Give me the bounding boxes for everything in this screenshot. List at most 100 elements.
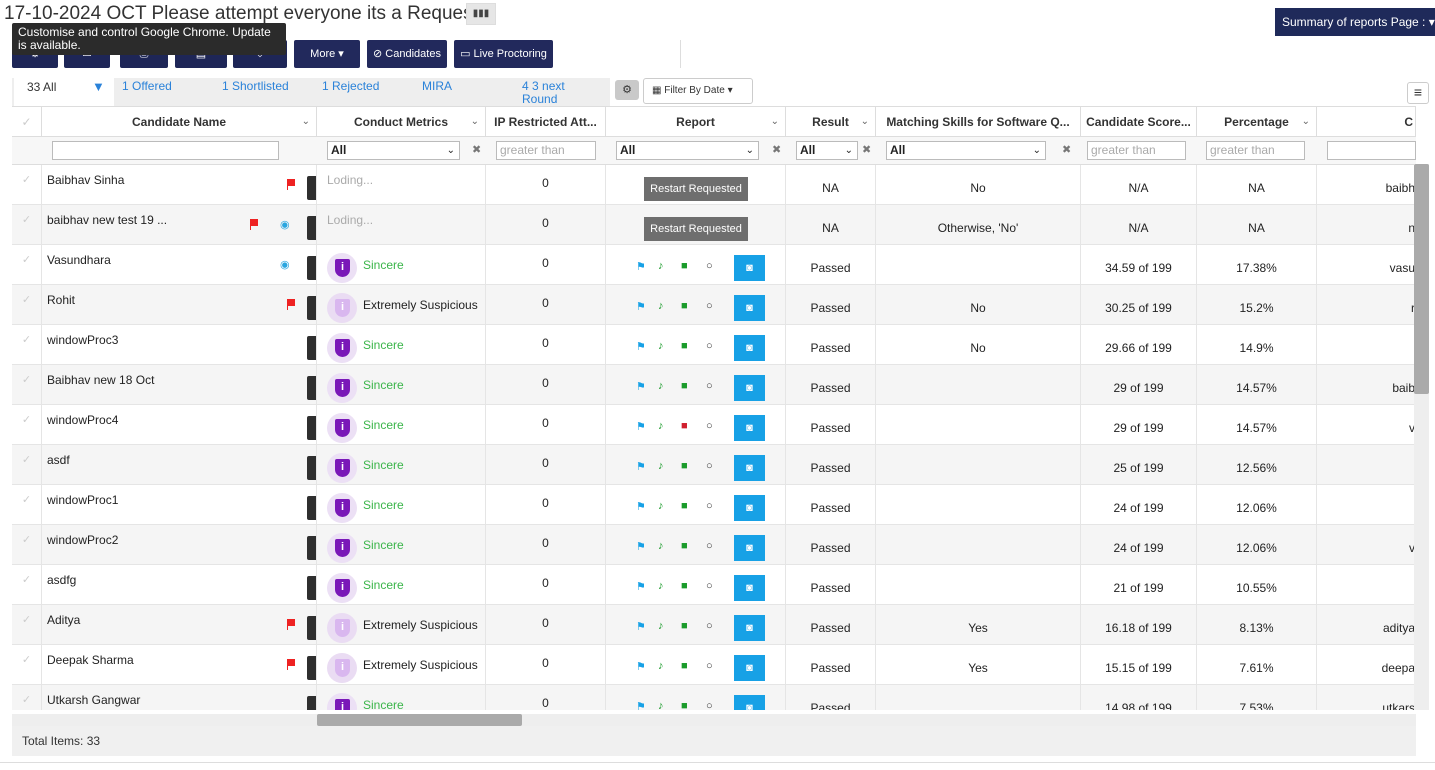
row-checkbox[interactable]: ✓ xyxy=(12,445,42,485)
audio-icon[interactable]: ♪ xyxy=(658,620,664,632)
audio-icon[interactable]: ♪ xyxy=(658,700,664,710)
video-camera-icon[interactable]: ■ xyxy=(681,420,688,432)
row-checkbox[interactable]: ✓ xyxy=(12,405,42,445)
conduct-metrics-filter-select[interactable]: All ⌄ xyxy=(327,141,460,160)
chat-icon[interactable]: ○ xyxy=(706,700,713,710)
video-camera-icon[interactable]: ■ xyxy=(681,460,688,472)
clear-filter-icon[interactable]: ✖ xyxy=(772,144,782,156)
restart-requested-button[interactable]: Restart Requested xyxy=(644,217,748,241)
candidate-name-filter-input[interactable] xyxy=(52,141,279,160)
audio-icon[interactable]: ♪ xyxy=(658,300,664,312)
flag-report-icon[interactable]: ⚑ xyxy=(636,301,646,313)
eye-icon[interactable]: ◉ xyxy=(280,259,290,271)
screenshot-icon[interactable]: ◙ xyxy=(734,455,765,481)
chat-icon[interactable]: ○ xyxy=(706,540,713,552)
screenshot-icon[interactable]: ◙ xyxy=(734,375,765,401)
candidate-name[interactable]: windowProc3 xyxy=(47,333,119,347)
screenshot-icon[interactable]: ◙ xyxy=(734,415,765,441)
cv-button[interactable]: CV xyxy=(307,496,316,520)
column-header-percentage[interactable]: Percentage ⌄ xyxy=(1197,107,1317,137)
cv-button[interactable]: CV xyxy=(307,296,316,320)
table-row[interactable]: ✓ asdf CV i Sincere 0 ⚑ ♪ ■ ○ ◙ Passed 25 of 19912.5… xyxy=(12,445,1416,485)
screenshot-icon[interactable]: ◙ xyxy=(734,615,765,641)
video-camera-icon[interactable]: ■ xyxy=(681,540,688,552)
shield-icon[interactable]: i xyxy=(327,293,357,323)
chat-icon[interactable]: ○ xyxy=(706,500,713,512)
table-row[interactable]: ✓ Utkarsh Gangwar CV i Sincere 0 ⚑ ♪ ■ ○ ◙ Passed 14… xyxy=(12,685,1416,710)
cv-button[interactable]: CV xyxy=(307,376,316,400)
shield-icon[interactable]: i xyxy=(327,573,357,603)
video-camera-icon[interactable]: ■ xyxy=(681,700,688,710)
video-camera-icon[interactable]: ■ xyxy=(681,380,688,392)
cv-button[interactable]: CV xyxy=(307,176,316,200)
chat-icon[interactable]: ○ xyxy=(706,260,713,272)
column-header-matching-skills[interactable]: Matching Skills for Software Q... xyxy=(876,107,1081,137)
flag-report-icon[interactable]: ⚑ xyxy=(636,621,646,633)
candidates-button[interactable]: ⊘ Candidates xyxy=(367,40,447,68)
red-flag-icon[interactable] xyxy=(287,619,295,630)
candidate-name[interactable]: Baibhav Sinha xyxy=(47,173,125,187)
red-flag-icon[interactable] xyxy=(250,219,258,230)
row-checkbox[interactable]: ✓ xyxy=(12,205,42,245)
video-camera-icon[interactable]: ■ xyxy=(681,300,688,312)
more-button[interactable]: More ▾ xyxy=(294,40,360,68)
audio-icon[interactable]: ♪ xyxy=(658,260,664,272)
eye-icon[interactable]: ◉ xyxy=(280,219,290,231)
clear-filter-icon[interactable]: ✖ xyxy=(862,144,872,156)
extra-filter-input[interactable] xyxy=(1327,141,1416,160)
red-flag-icon[interactable] xyxy=(287,659,295,670)
horizontal-scrollbar-thumb[interactable] xyxy=(317,714,522,726)
shield-icon[interactable]: i xyxy=(327,693,357,710)
candidate-name[interactable]: windowProc1 xyxy=(47,493,119,507)
clear-filter-icon[interactable]: ✖ xyxy=(472,144,482,156)
chat-icon[interactable]: ○ xyxy=(706,620,713,632)
chat-icon[interactable]: ○ xyxy=(706,380,713,392)
row-checkbox[interactable]: ✓ xyxy=(12,525,42,565)
screenshot-icon[interactable]: ◙ xyxy=(734,655,765,681)
flag-report-icon[interactable]: ⚑ xyxy=(636,421,646,433)
candidate-name[interactable]: baibhav new test 19 ... xyxy=(47,213,168,227)
audio-icon[interactable]: ♪ xyxy=(658,420,664,432)
flag-report-icon[interactable]: ⚑ xyxy=(636,341,646,353)
cv-button[interactable]: CV xyxy=(307,696,316,710)
audio-icon[interactable]: ♪ xyxy=(658,540,664,552)
row-checkbox[interactable]: ✓ xyxy=(12,325,42,365)
chat-icon[interactable]: ○ xyxy=(706,460,713,472)
filter-tab-mira[interactable]: MIRA xyxy=(422,79,452,93)
column-header-conduct-metrics[interactable]: Conduct Metrics ⌄ xyxy=(317,107,486,137)
audio-icon[interactable]: ♪ xyxy=(658,380,664,392)
video-camera-icon[interactable]: ■ xyxy=(681,660,688,672)
table-row[interactable]: ✓ windowProc2 CV i Sincere 0 ⚑ ♪ ■ ○ ◙ Passed 24 of … xyxy=(12,525,1416,565)
candidate-name[interactable]: asdf xyxy=(47,453,70,467)
filter-by-date-button[interactable]: ▦ Filter By Date ▾ xyxy=(643,78,753,104)
row-checkbox[interactable]: ✓ xyxy=(12,485,42,525)
audio-icon[interactable]: ♪ xyxy=(658,500,664,512)
table-row[interactable]: ✓ Baibhav Sinha CV Loding... 0 Restart Reques… xyxy=(12,165,1416,205)
screenshot-icon[interactable]: ◙ xyxy=(734,695,765,710)
column-header-ip-restricted[interactable]: IP Restricted Att... xyxy=(486,107,606,137)
candidate-name[interactable]: Deepak Sharma xyxy=(47,653,134,667)
chat-icon[interactable]: ○ xyxy=(706,660,713,672)
chat-icon[interactable]: ○ xyxy=(706,420,713,432)
row-checkbox[interactable]: ✓ xyxy=(12,365,42,405)
candidate-name[interactable]: windowProc2 xyxy=(47,533,119,547)
shield-icon[interactable]: i xyxy=(327,653,357,683)
filter-tab-offered[interactable]: 1 Offered xyxy=(122,79,172,93)
flag-report-icon[interactable]: ⚑ xyxy=(636,701,646,710)
cv-button[interactable]: CV xyxy=(307,336,316,360)
cv-button[interactable]: CV xyxy=(307,416,316,440)
table-row[interactable]: ✓ windowProc3 CV i Sincere 0 ⚑ ♪ ■ ○ ◙ PassedNo29.6… xyxy=(12,325,1416,365)
candidate-name[interactable]: windowProc4 xyxy=(47,413,119,427)
cv-button[interactable]: CV xyxy=(307,576,316,600)
table-row[interactable]: ✓ baibhav new test 19 ... ◉ CV Loding... 0 Res… xyxy=(12,205,1416,245)
table-row[interactable]: ✓ windowProc4 CV i Sincere 0 ⚑ ♪ ■ ○ ◙ Passed 29 of … xyxy=(12,405,1416,445)
candidate-score-filter-input[interactable]: greater than xyxy=(1087,141,1186,160)
candidate-name[interactable]: Aditya xyxy=(47,613,81,627)
cv-button[interactable]: CV xyxy=(307,216,316,240)
chat-icon[interactable]: ○ xyxy=(706,300,713,312)
cv-button[interactable]: CV xyxy=(307,616,316,640)
flag-report-icon[interactable]: ⚑ xyxy=(636,261,646,273)
cv-button[interactable]: CV xyxy=(307,536,316,560)
report-filter-select[interactable]: All ⌄ xyxy=(616,141,759,160)
shield-icon[interactable]: i xyxy=(327,373,357,403)
